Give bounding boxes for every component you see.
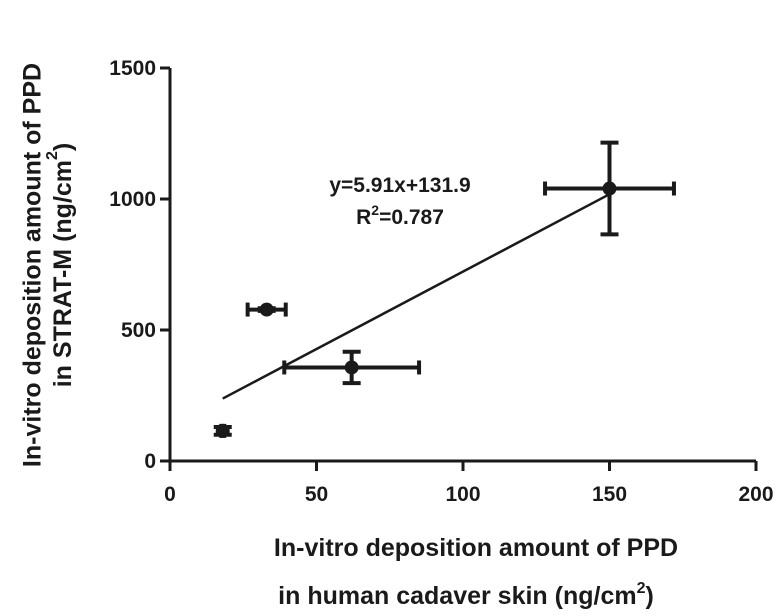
data-point-group [245,302,288,317]
y-axis-title-line1: In-vitro deposition amount of PPD [19,63,47,467]
data-point-group [282,349,422,386]
regression-line-layer [222,193,611,400]
x-axis-title-line1: In-vitro deposition amount of PPD [274,534,678,562]
data-point [259,302,274,317]
y-tick-label: 1000 [109,188,156,211]
r-squared-annotation: R2=0.787 [356,202,444,229]
tick-marks: 0 50 100 150 200 0 500 1000 1500 [109,57,773,506]
data-point [602,181,617,196]
data-point-group [213,423,232,438]
data-point [344,360,359,375]
axes [168,68,756,463]
x-tick-label: 200 [738,483,773,506]
y-axis-title-line2: in STRAT-M (ng/cm2) [44,143,76,388]
data-point [215,423,230,438]
x-tick-label: 0 [164,483,176,506]
data-point-group [543,140,676,237]
y-tick-label: 500 [121,319,156,342]
regression-line [222,193,611,400]
x-tick-label: 150 [592,483,627,506]
data-points-layer [213,140,676,438]
equation-annotation: y=5.91x+131.9 [329,174,470,197]
x-axis-title-line2: in human cadaver skin (ng/cm2) [278,580,654,610]
x-tick-label: 100 [445,483,480,506]
y-tick-label: 0 [144,450,156,473]
x-tick-label: 50 [305,483,328,506]
y-tick-label: 1500 [109,57,156,80]
